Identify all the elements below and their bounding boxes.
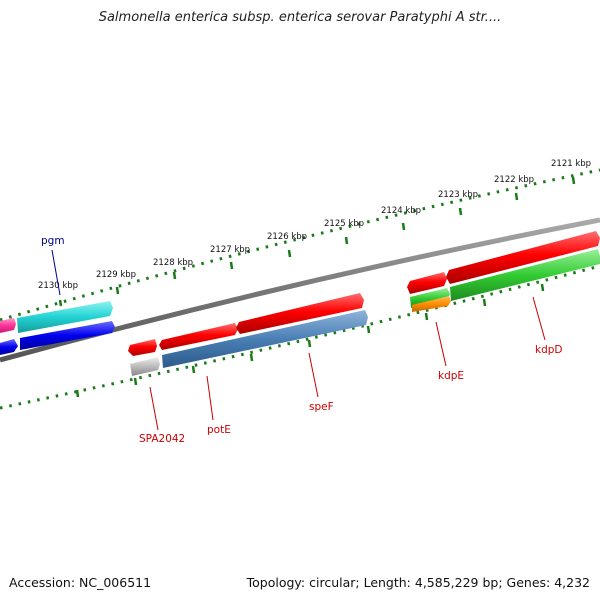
- leader-kdpE: [435, 321, 447, 367]
- gene-potE-speF[interactable]: [162, 310, 368, 368]
- scale-label-2122: 2122 kbp: [494, 175, 534, 185]
- gene-label-kdpE: kdpE: [438, 370, 464, 382]
- leader-spa2042: [149, 386, 159, 431]
- gene-speF-upper[interactable]: [236, 293, 364, 334]
- gene-pgm[interactable]: [17, 301, 113, 333]
- leader-pgm: [51, 249, 61, 296]
- gene-blue-long[interactable]: [20, 321, 115, 350]
- topology-label: Topology: circular; Length: 4,585,229 bp…: [246, 575, 590, 590]
- scale-label-2125: 2125 kbp: [324, 219, 364, 229]
- gene-label-kdpD: kdpD: [535, 344, 563, 356]
- scale-dots-lower: [0, 264, 600, 410]
- scale-major-ticks-upper: [58, 176, 576, 307]
- gene-label-potE: potE: [207, 424, 231, 436]
- gene-kdpE[interactable]: [410, 288, 450, 308]
- gene-spa2042[interactable]: [130, 357, 160, 376]
- gene-pink[interactable]: [0, 318, 16, 333]
- scale-label-2126: 2126 kbp: [267, 232, 307, 242]
- leader-potE: [206, 375, 214, 421]
- gene-kdpD-upper[interactable]: [446, 231, 600, 284]
- gene-kdpE-orange[interactable]: [412, 296, 451, 312]
- gene-potE-upper[interactable]: [159, 323, 238, 350]
- accession-label: Accession: NC_006511: [9, 575, 152, 590]
- map-title: Salmonella enterica subsp. enterica sero…: [98, 10, 502, 25]
- scale-label-2128: 2128 kbp: [153, 258, 193, 268]
- scale-label-2123: 2123 kbp: [438, 190, 478, 200]
- gene-label-speF: speF: [309, 401, 334, 413]
- gene-kdpE-upper[interactable]: [407, 272, 447, 294]
- gene-label-pgm: pgm: [41, 235, 65, 247]
- leader-kdpD: [532, 296, 546, 341]
- gene-spa2042-upper[interactable]: [128, 339, 157, 356]
- scale-label-2127: 2127 kbp: [210, 245, 250, 255]
- scale-dots-upper: [0, 168, 600, 322]
- scale-label-2129: 2129 kbp: [96, 270, 136, 280]
- gene-kdpD[interactable]: [450, 249, 600, 301]
- gene-label-spa2042: SPA2042: [139, 433, 185, 445]
- scale-label-2121: 2121 kbp: [551, 159, 591, 169]
- scale-label-2124: 2124 kbp: [381, 206, 421, 216]
- leader-speF: [308, 352, 319, 398]
- scale-major-ticks-lower: [75, 283, 545, 398]
- gene-blue[interactable]: [0, 339, 18, 355]
